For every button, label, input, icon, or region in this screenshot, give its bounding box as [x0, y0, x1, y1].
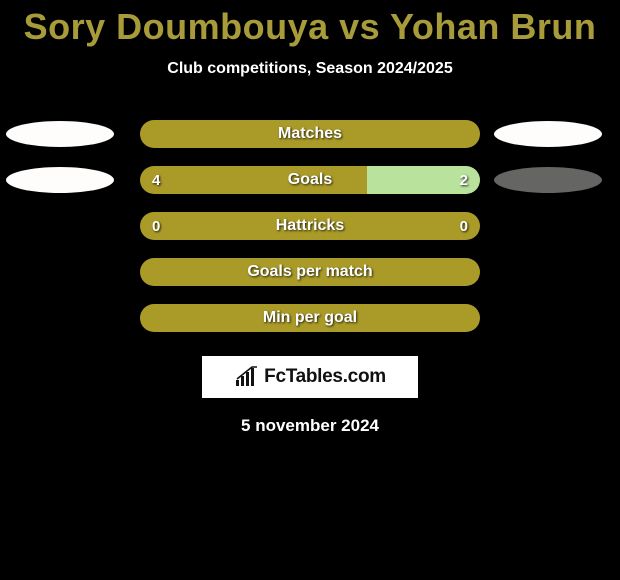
value-right: 2 — [460, 166, 468, 194]
date-text: 5 november 2024 — [0, 416, 620, 436]
stat-rows: Matches42Goals00HattricksGoals per match… — [0, 120, 620, 332]
stat-row: 42Goals — [0, 166, 620, 194]
subtitle: Club competitions, Season 2024/2025 — [0, 60, 620, 78]
bar-left — [140, 120, 480, 148]
ellipse-right — [494, 167, 602, 193]
stat-bar: Matches — [140, 120, 480, 148]
logo-box: FcTables.com — [202, 356, 418, 398]
value-right: 0 — [460, 212, 468, 240]
stat-bar: Goals per match — [140, 258, 480, 286]
value-left: 0 — [152, 212, 160, 240]
stat-row: Min per goal — [0, 304, 620, 332]
bar-left — [140, 212, 480, 240]
bar-left — [140, 166, 367, 194]
chart-icon — [234, 366, 260, 388]
page-title: Sory Doumbouya vs Yohan Brun — [0, 0, 620, 48]
ellipse-left — [6, 167, 114, 193]
logo-text: FcTables.com — [264, 366, 386, 388]
stat-row: 00Hattricks — [0, 212, 620, 240]
value-left: 4 — [152, 166, 160, 194]
stat-row: Goals per match — [0, 258, 620, 286]
bar-left — [140, 258, 480, 286]
ellipse-left — [6, 121, 114, 147]
bar-left — [140, 304, 480, 332]
ellipse-right — [494, 121, 602, 147]
stat-bar: 00Hattricks — [140, 212, 480, 240]
stat-bar: 42Goals — [140, 166, 480, 194]
stat-row: Matches — [0, 120, 620, 148]
stat-bar: Min per goal — [140, 304, 480, 332]
